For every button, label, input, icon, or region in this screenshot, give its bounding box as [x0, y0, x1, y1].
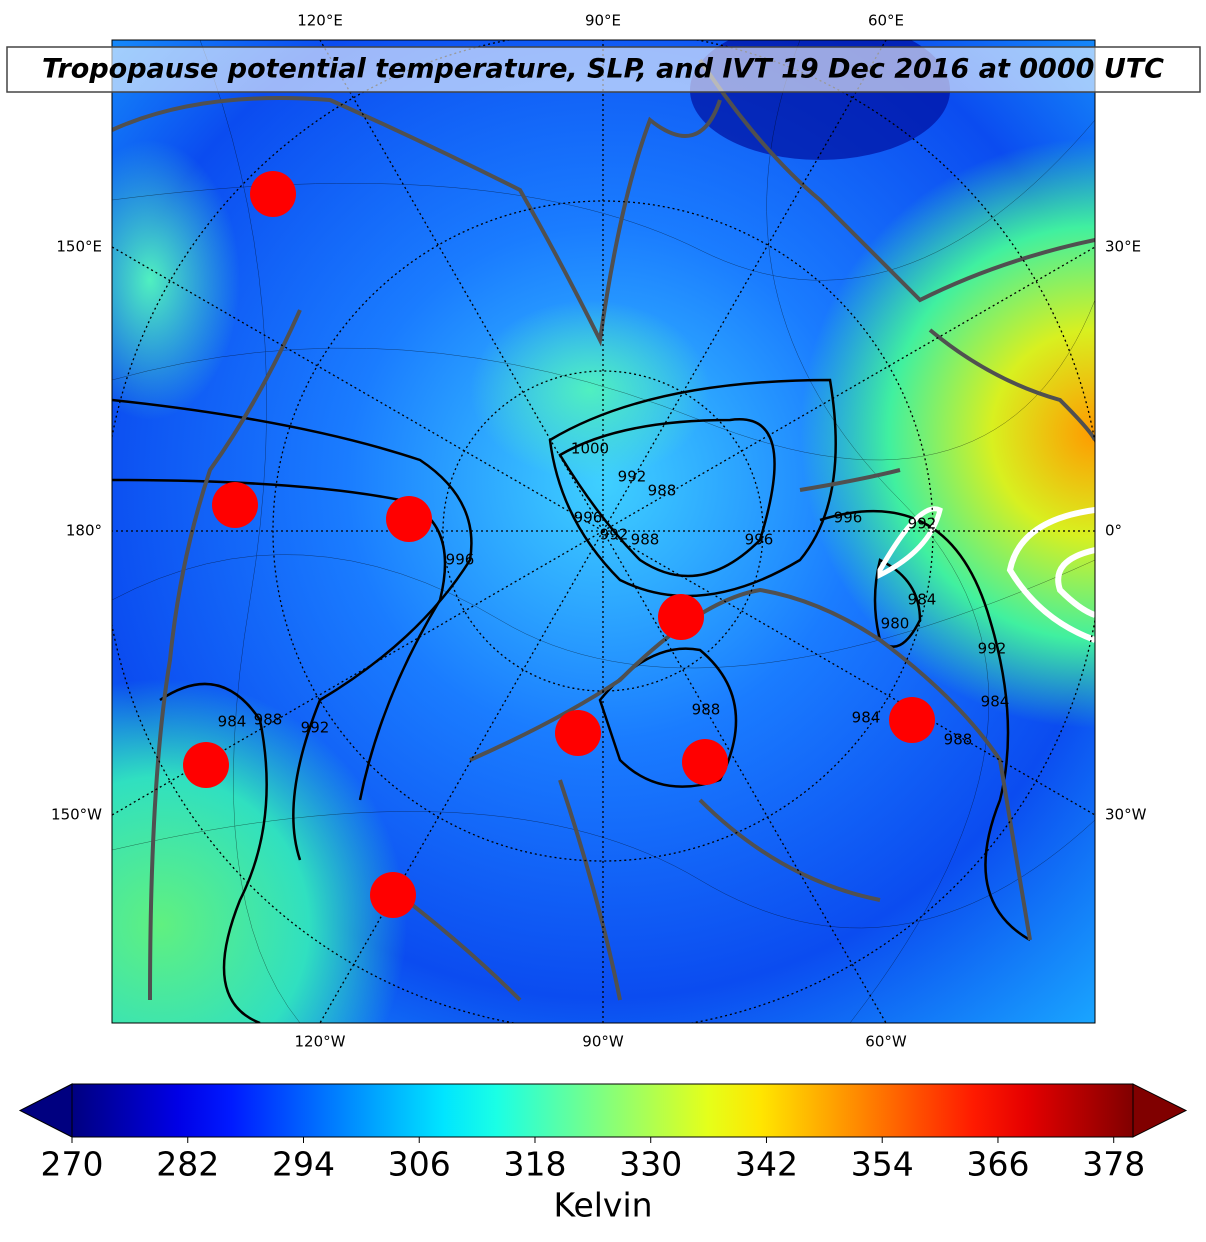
lon-label: 150°W — [51, 806, 102, 824]
contour-label: 996 — [834, 509, 863, 527]
contour-label: 984 — [908, 591, 937, 609]
contour-label: 988 — [648, 482, 677, 500]
colorbar-tick-label: 306 — [388, 1145, 451, 1184]
lon-label: 60°E — [868, 12, 904, 30]
ivt-contour — [877, 506, 943, 580]
cyclone-marker — [682, 739, 728, 785]
contour-label: 992 — [600, 526, 629, 544]
contour-label: 996 — [446, 551, 475, 569]
colorbar: 270 282 294 306 318 330 342 354 366 378 Kelvin — [18, 1083, 1188, 1225]
title-box — [6, 46, 1201, 93]
ivt-contour — [1006, 507, 1095, 643]
cyclone-markers — [183, 171, 935, 918]
cyclone-marker — [370, 872, 416, 918]
ridge — [470, 300, 710, 480]
colorbar-tick-label: 378 — [1082, 1145, 1145, 1184]
contour-label: 988 — [631, 531, 660, 549]
cyclone-marker — [658, 594, 704, 640]
contour-label: 988 — [254, 711, 283, 729]
lon-label: 180° — [66, 522, 102, 540]
contour-label: 988 — [944, 731, 973, 749]
contour-label: 984 — [981, 693, 1010, 711]
lon-label: 90°W — [582, 1033, 624, 1051]
lon-label: 60°W — [865, 1033, 907, 1051]
colorbar-tick-label: 342 — [735, 1145, 798, 1184]
lon-label: 30°E — [1105, 238, 1141, 256]
contour-label: 1000 — [571, 440, 609, 458]
colorbar-tick-label: 294 — [272, 1145, 335, 1184]
ridge — [112, 140, 240, 420]
colorbar-tick-label: 282 — [156, 1145, 219, 1184]
graticule-labels: 120°E 90°E 60°E 120°W 90°W 60°W 150°E 180° 150°W… — [51, 12, 1147, 1051]
colorbar-extend-high — [1132, 1083, 1188, 1138]
cyclone-marker — [555, 710, 601, 756]
cyclone-marker — [889, 697, 935, 743]
colorbar-tick-label: 366 — [966, 1145, 1029, 1184]
colorbar-extend-low — [18, 1083, 73, 1138]
contour-label: 992 — [978, 640, 1007, 658]
contour-label: 984 — [852, 709, 881, 727]
contour-label: 996 — [574, 509, 603, 527]
contour-label: 992 — [908, 515, 937, 533]
lon-label: 30°W — [1105, 806, 1147, 824]
colorbar-tick-label: 318 — [503, 1145, 566, 1184]
map-frame — [111, 39, 1096, 1024]
contour-label: 992 — [301, 719, 330, 737]
cyclone-marker — [386, 496, 432, 542]
colorbar-tick-label: 354 — [851, 1145, 914, 1184]
lon-label: 120°W — [295, 1033, 346, 1051]
contour-label: 984 — [218, 713, 247, 731]
colorbar-body — [71, 1083, 1134, 1138]
contour-label: 992 — [618, 468, 647, 486]
contour-label: 988 — [692, 701, 721, 719]
colorbar-tick-label: 270 — [41, 1145, 104, 1184]
slp-contours — [112, 378, 1031, 1023]
lon-label: 0° — [1105, 522, 1122, 540]
lon-label: 90°E — [585, 12, 621, 30]
cyclone-marker — [183, 742, 229, 788]
lon-label: 120°E — [297, 12, 343, 30]
cyclone-marker — [212, 482, 258, 528]
contour-label: 980 — [881, 615, 910, 633]
colorbar-label: Kelvin — [553, 1186, 652, 1225]
title: Tropopause potential temperature, SLP, a… — [42, 54, 1164, 85]
contour-label: 996 — [745, 531, 774, 549]
cyclone-marker — [250, 171, 296, 217]
graticule — [112, 40, 1095, 1023]
lon-label: 150°E — [56, 238, 102, 256]
colorbar-tick-label: 330 — [619, 1145, 682, 1184]
